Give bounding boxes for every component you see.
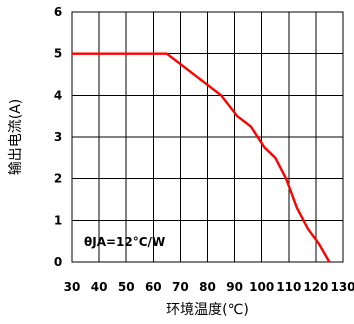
annotation-theta-ja: θJA=12°C/W [84, 235, 165, 249]
y-tick-label-5: 5 [54, 47, 62, 61]
plot-frame [71, 11, 344, 263]
series-layer [72, 52, 331, 263]
x-tick-label-50: 50 [118, 280, 135, 294]
y-axis-label: 输出电流(A) [8, 99, 24, 176]
x-tick-label-80: 80 [199, 280, 216, 294]
x-tick-label-90: 90 [226, 280, 243, 294]
gridlines [72, 12, 343, 262]
x-tick-label-100: 100 [249, 280, 274, 294]
x-tick-label-120: 120 [303, 280, 328, 294]
x-tick-label-30: 30 [64, 280, 81, 294]
x-tick-label-110: 110 [276, 280, 301, 294]
x-tick-label-130: 130 [330, 280, 354, 294]
x-axis-label: 环境温度(℃) [166, 302, 249, 318]
y-tick-label-6: 6 [54, 5, 62, 19]
tick-labels: 30 40 50 60 70 80 90 100 110 120 130 0 1 2 3 4 5 6 [54, 5, 354, 294]
x-tick-label-70: 70 [172, 280, 189, 294]
y-tick-label-0: 0 [54, 255, 62, 269]
y-tick-label-2: 2 [54, 172, 62, 186]
series-line-0 [72, 52, 331, 263]
y-tick-label-3: 3 [54, 130, 62, 144]
y-tick-label-4: 4 [54, 88, 62, 102]
x-tick-label-60: 60 [145, 280, 162, 294]
x-tick-label-40: 40 [91, 280, 108, 294]
y-tick-label-1: 1 [54, 213, 62, 227]
